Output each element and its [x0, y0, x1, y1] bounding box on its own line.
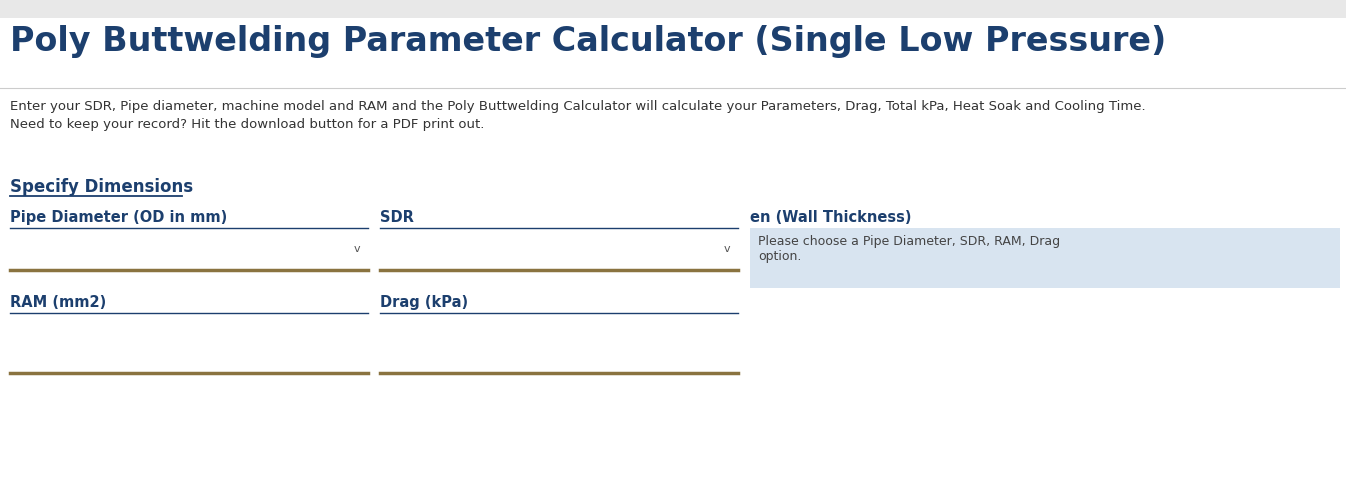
Bar — [0, 0, 1346, 18]
Text: SDR: SDR — [380, 210, 413, 225]
Text: Need to keep your record? Hit the download button for a PDF print out.: Need to keep your record? Hit the downlo… — [9, 118, 485, 131]
Text: v: v — [354, 244, 359, 254]
Text: Specify Dimensions: Specify Dimensions — [9, 178, 192, 196]
Text: v: v — [723, 244, 730, 254]
Text: Enter your SDR, Pipe diameter, machine model and RAM and the Poly Buttwelding Ca: Enter your SDR, Pipe diameter, machine m… — [9, 100, 1145, 113]
Text: Please choose a Pipe Diameter, SDR, RAM, Drag: Please choose a Pipe Diameter, SDR, RAM,… — [758, 235, 1061, 248]
Text: Drag (kPa): Drag (kPa) — [380, 295, 468, 310]
Bar — [750, 228, 1341, 288]
Text: option.: option. — [758, 250, 801, 263]
Text: en (Wall Thickness): en (Wall Thickness) — [750, 210, 911, 225]
Text: Pipe Diameter (OD in mm): Pipe Diameter (OD in mm) — [9, 210, 227, 225]
Text: RAM (mm2): RAM (mm2) — [9, 295, 106, 310]
Text: Poly Buttwelding Parameter Calculator (Single Low Pressure): Poly Buttwelding Parameter Calculator (S… — [9, 25, 1166, 58]
